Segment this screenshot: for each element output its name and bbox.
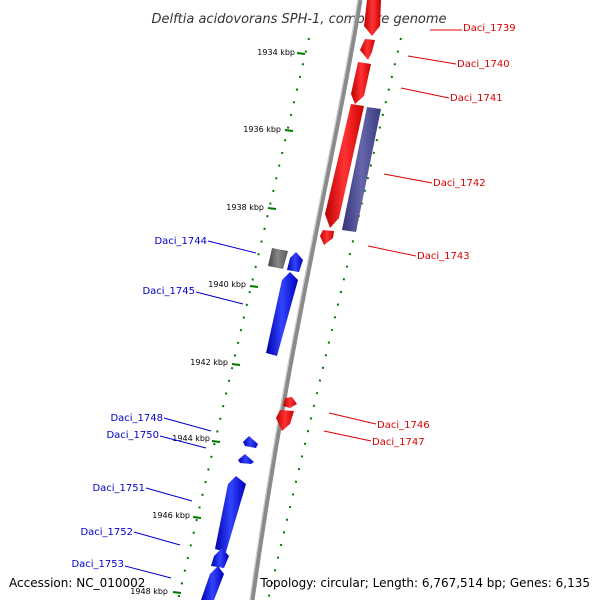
gene-label[interactable]: Daci_1751 bbox=[92, 483, 145, 494]
gene-label[interactable]: Daci_1745 bbox=[142, 286, 195, 297]
kbp-label: 1944 kbp bbox=[172, 434, 210, 443]
gene-label[interactable]: Daci_1746 bbox=[377, 420, 430, 431]
kbp-tick-1934: 1934 kbp bbox=[257, 48, 306, 57]
label-group-daci-1744: Daci_1744 bbox=[154, 236, 257, 254]
label-group-daci-1751: Daci_1751 bbox=[92, 483, 193, 502]
kbp-label: 1934 kbp bbox=[257, 48, 295, 57]
gene-daci-1745[interactable] bbox=[266, 272, 298, 356]
label-group-daci-1739: Daci_1739 bbox=[430, 23, 516, 34]
feature-daci-1742-misc[interactable] bbox=[342, 107, 381, 232]
kbp-tick-1938: 1938 kbp bbox=[226, 203, 277, 212]
label-group-daci-1746: Daci_1746 bbox=[328, 412, 430, 431]
label-group-daci-1745: Daci_1745 bbox=[142, 286, 244, 305]
label-group-daci-1740: Daci_1740 bbox=[407, 55, 510, 70]
label-group-daci-1753: Daci_1753 bbox=[71, 559, 172, 579]
label-group-daci-1742: Daci_1742 bbox=[383, 173, 486, 189]
label-group-daci-1747: Daci_1747 bbox=[323, 430, 425, 448]
kbp-label: 1938 kbp bbox=[226, 203, 264, 212]
gene-label[interactable]: Daci_1741 bbox=[450, 93, 503, 104]
gene-daci-1748[interactable] bbox=[243, 436, 258, 448]
gene-daci-1747[interactable] bbox=[276, 410, 294, 431]
right-tick-track bbox=[267, 37, 402, 600]
kbp-tick-1948: 1948 kbp bbox=[130, 587, 182, 596]
genome-title: Delftia acidovorans SPH-1, complete geno… bbox=[151, 12, 446, 27]
gene-daci-1746[interactable] bbox=[283, 397, 297, 408]
gene-label[interactable]: Daci_1750 bbox=[106, 430, 159, 441]
kbp-label: 1940 kbp bbox=[208, 280, 246, 289]
label-group-daci-1750: Daci_1750 bbox=[106, 430, 207, 449]
accession-text: Accession: NC_010002 bbox=[9, 576, 145, 590]
pseudogene-daci-1744[interactable] bbox=[268, 248, 288, 269]
kbp-tick-1942: 1942 kbp bbox=[190, 358, 241, 367]
gene-daci-1753[interactable] bbox=[201, 566, 224, 600]
gene-label[interactable]: Daci_1739 bbox=[463, 23, 516, 34]
left-tick-track bbox=[177, 37, 310, 600]
gene-daci-1744[interactable] bbox=[287, 252, 303, 272]
gene-label[interactable]: Daci_1748 bbox=[110, 413, 163, 424]
kbp-tick-1936: 1936 kbp bbox=[243, 125, 294, 134]
topology-text: Topology: circular; Length: 6,767,514 bp… bbox=[259, 576, 590, 590]
kbp-label: 1946 kbp bbox=[152, 511, 190, 520]
gene-daci-1741[interactable] bbox=[351, 62, 371, 104]
backbone-highlight bbox=[249, 0, 359, 600]
gene-daci-1743[interactable] bbox=[320, 230, 334, 245]
label-group-daci-1741: Daci_1741 bbox=[400, 87, 503, 104]
gene-label[interactable]: Daci_1747 bbox=[372, 437, 425, 448]
label-group-daci-1743: Daci_1743 bbox=[367, 245, 470, 262]
gene-label[interactable]: Daci_1742 bbox=[433, 178, 486, 189]
gene-daci-1752[interactable] bbox=[211, 548, 229, 568]
kbp-label: 1936 kbp bbox=[243, 125, 281, 134]
kbp-label: 1948 kbp bbox=[130, 587, 168, 596]
gene-daci-1751[interactable] bbox=[215, 476, 246, 552]
label-group-daci-1748: Daci_1748 bbox=[110, 413, 212, 432]
gene-daci-1750[interactable] bbox=[238, 454, 254, 464]
gene-label[interactable]: Daci_1743 bbox=[417, 251, 470, 262]
gene-label[interactable]: Daci_1744 bbox=[154, 236, 207, 247]
kbp-tick-1940: 1940 kbp bbox=[208, 280, 259, 289]
gene-label[interactable]: Daci_1740 bbox=[457, 59, 510, 70]
gene-daci-1740[interactable] bbox=[360, 39, 375, 60]
label-group-daci-1752: Daci_1752 bbox=[80, 527, 181, 546]
kbp-tick-1944: 1944 kbp bbox=[172, 434, 221, 443]
gene-daci-1742[interactable] bbox=[325, 104, 364, 228]
genome-backbone bbox=[249, 0, 363, 600]
kbp-label: 1942 kbp bbox=[190, 358, 228, 367]
gene-daci-1739[interactable] bbox=[364, 0, 381, 36]
gene-label[interactable]: Daci_1753 bbox=[71, 559, 124, 570]
kbp-tick-1946: 1946 kbp bbox=[152, 511, 202, 520]
gene-label[interactable]: Daci_1752 bbox=[80, 527, 133, 538]
